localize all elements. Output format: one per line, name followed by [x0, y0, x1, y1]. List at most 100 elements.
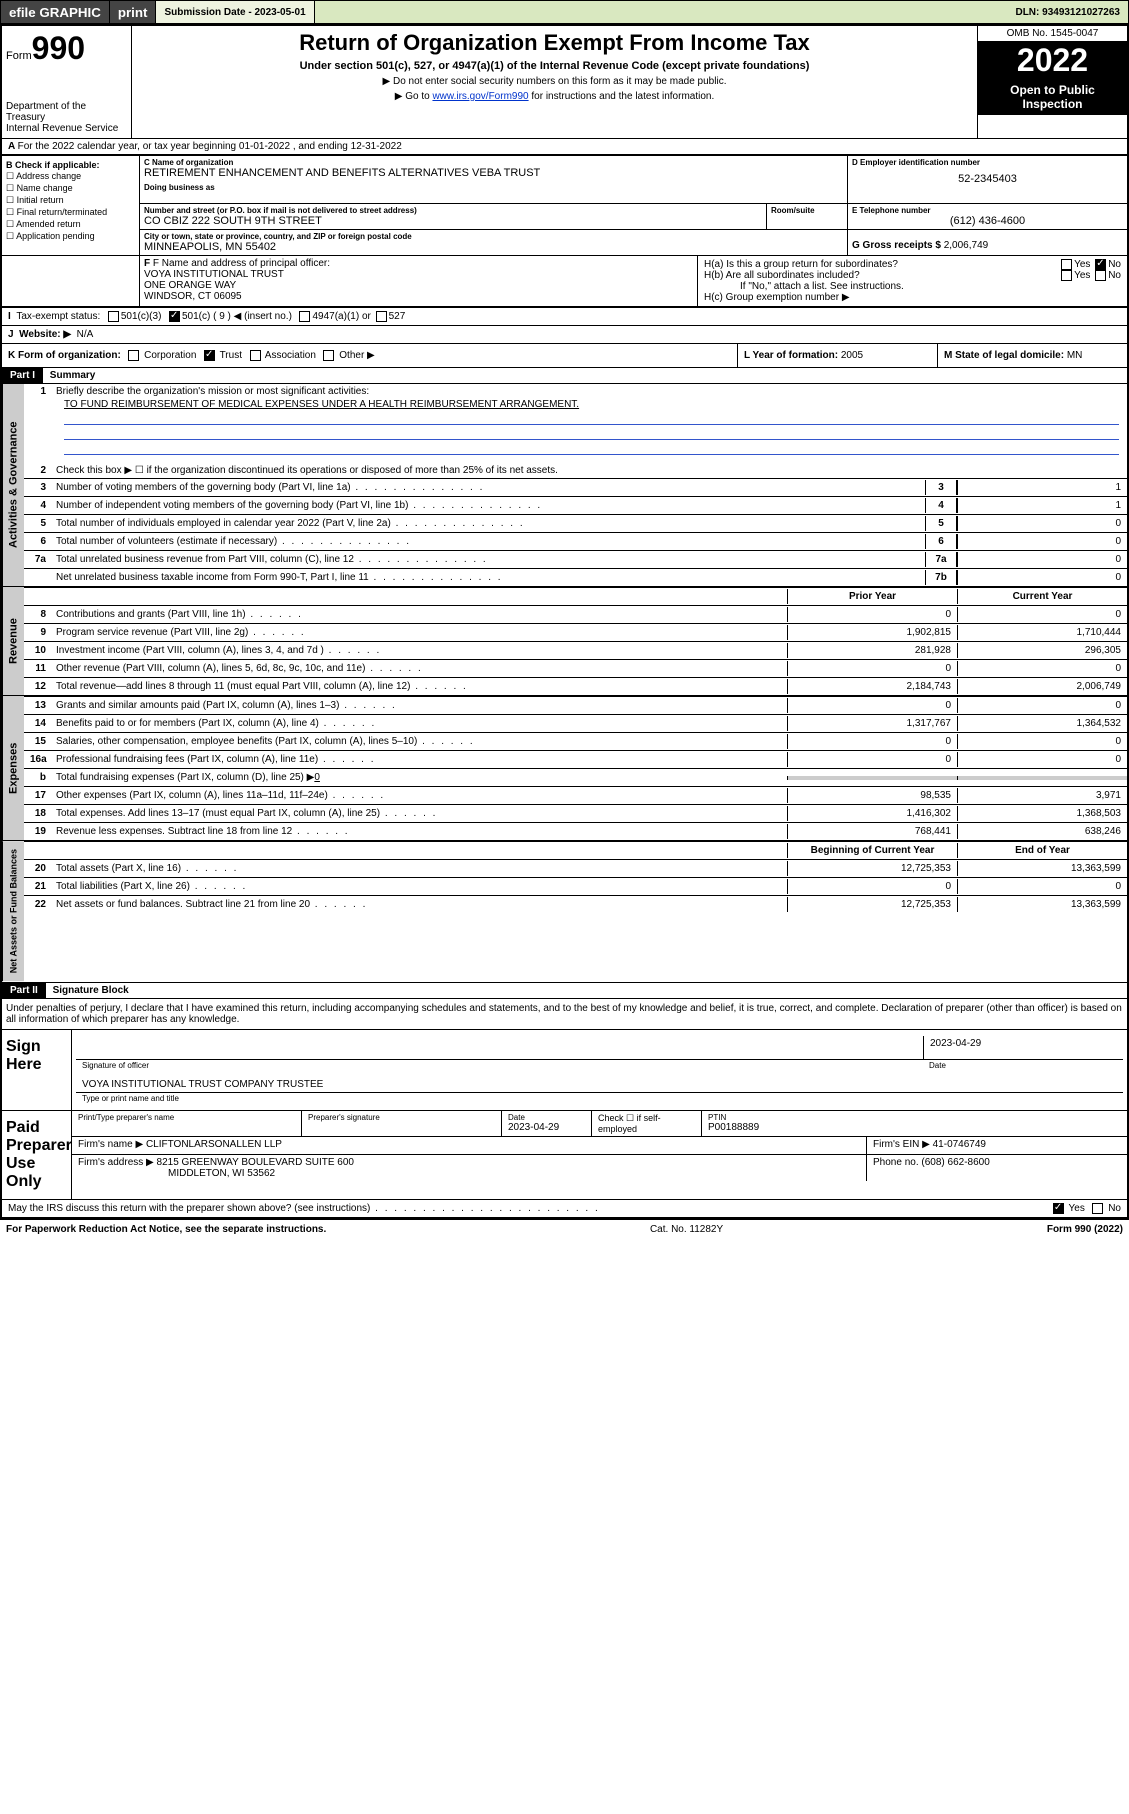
mission-area: TO FUND REIMBURSEMENT OF MEDICAL EXPENSE… [24, 399, 1127, 455]
hdr-curr: Current Year [957, 589, 1127, 604]
chk-name[interactable]: Name change [6, 183, 135, 194]
gray-cell [957, 776, 1127, 780]
hc: H(c) Group exemption number ▶ [704, 292, 1121, 303]
amt-row: 13 Grants and similar amounts paid (Part… [24, 696, 1127, 714]
sign-here-block: Sign Here 2023-04-29 Signature of office… [2, 1029, 1127, 1110]
amt-row: 11 Other revenue (Part VIII, column (A),… [24, 659, 1127, 677]
footer-right: Form 990 (2022) [1047, 1224, 1123, 1235]
part2-badge: Part II [2, 983, 46, 998]
c-addr: CO CBIZ 222 SOUTH 9TH STREET [144, 215, 762, 227]
row-desc: Total expenses. Add lines 13–17 (must eq… [52, 806, 787, 821]
chk-final[interactable]: Final return/terminated [6, 207, 135, 218]
form-header: Form990 Department of the Treasury Inter… [2, 26, 1127, 139]
form-title: Return of Organization Exempt From Incom… [140, 30, 969, 56]
col-b-hdr: B Check if applicable: [6, 160, 135, 170]
col-defg: D Employer identification number 52-2345… [847, 156, 1127, 255]
row-desc: Total number of volunteers (estimate if … [52, 534, 925, 549]
row-desc: Investment income (Part VIII, column (A)… [52, 643, 787, 658]
netassets-block: Net Assets or Fund Balances .Beginning o… [2, 840, 1127, 981]
ein-lbl: Firm's EIN ▶ [873, 1139, 930, 1150]
row-desc: Total revenue—add lines 8 through 11 (mu… [52, 679, 787, 694]
chk-amended[interactable]: Amended return [6, 219, 135, 230]
prior-val: 0 [787, 734, 957, 749]
box-h: H(a) Is this a group return for subordin… [697, 256, 1127, 306]
prior-val: 98,535 [787, 788, 957, 803]
row-desc: Grants and similar amounts paid (Part IX… [52, 698, 787, 713]
k-assoc[interactable] [250, 350, 261, 361]
row-val: 1 [957, 480, 1127, 495]
form990-link[interactable]: www.irs.gov/Form990 [432, 91, 528, 102]
efile-button[interactable]: efile GRAPHIC [1, 1, 110, 23]
i-501c[interactable] [169, 311, 180, 322]
prior-val: 281,928 [787, 643, 957, 658]
curr-val: 1,364,532 [957, 716, 1127, 731]
discuss-yes[interactable] [1053, 1203, 1064, 1214]
l1-desc: Briefly describe the organization's miss… [52, 384, 1127, 399]
row-desc: Total number of individuals employed in … [52, 516, 925, 531]
j-val: N/A [77, 329, 94, 340]
irs-label: Internal Revenue Service [6, 123, 127, 134]
row-desc: Contributions and grants (Part VIII, lin… [52, 607, 787, 622]
section-fh: F F Name and address of principal office… [2, 256, 1127, 307]
prior-val: 1,902,815 [787, 625, 957, 640]
amt-row: 17 Other expenses (Part IX, column (A), … [24, 786, 1127, 804]
print-button[interactable]: print [110, 1, 157, 23]
mission-text: TO FUND REIMBURSEMENT OF MEDICAL EXPENSE… [64, 399, 1119, 410]
f-l3: WINDSOR, CT 06095 [144, 291, 693, 302]
row-val: 1 [957, 498, 1127, 513]
hb-yes[interactable] [1061, 270, 1072, 281]
paid-preparer-block: Paid Preparer Use Only Print/Type prepar… [2, 1110, 1127, 1199]
i-501c3[interactable] [108, 311, 119, 322]
chk-initial[interactable]: Initial return [6, 195, 135, 206]
expenses-block: Expenses 13 Grants and similar amounts p… [2, 695, 1127, 840]
firm-name: CLIFTONLARSONALLEN LLP [146, 1139, 282, 1150]
row-desc: Total liabilities (Part X, line 26) [52, 879, 787, 894]
curr-val: 0 [957, 661, 1127, 676]
prior-val: 12,725,353 [787, 897, 957, 912]
pt-self[interactable]: Check ☐ if self-employed [592, 1111, 702, 1136]
row-desc: Revenue less expenses. Subtract line 18 … [52, 824, 787, 839]
blank-line [64, 428, 1119, 440]
sig-name-lbl: Type or print name and title [76, 1093, 1123, 1104]
k-other[interactable] [323, 350, 334, 361]
amt-row: 8 Contributions and grants (Part VIII, l… [24, 605, 1127, 623]
row-desc: Salaries, other compensation, employee b… [52, 734, 787, 749]
row-desc: Other revenue (Part VIII, column (A), li… [52, 661, 787, 676]
amt-row: 21 Total liabilities (Part X, line 26) 0… [24, 877, 1127, 895]
row-desc: Program service revenue (Part VIII, line… [52, 625, 787, 640]
chk-address[interactable]: Address change [6, 171, 135, 182]
curr-val: 13,363,599 [957, 861, 1127, 876]
row-desc: Total unrelated business revenue from Pa… [52, 552, 925, 567]
curr-val: 0 [957, 607, 1127, 622]
discuss-no[interactable] [1092, 1203, 1103, 1214]
f-l2: ONE ORANGE WAY [144, 280, 693, 291]
c-city-lbl: City or town, state or province, country… [144, 232, 843, 241]
ph-lbl: Phone no. [873, 1157, 919, 1168]
row-val: 0 [957, 552, 1127, 567]
pt-name-lbl: Print/Type preparer's name [78, 1113, 295, 1122]
amt-row: 19 Revenue less expenses. Subtract line … [24, 822, 1127, 840]
row-desc: Benefits paid to or for members (Part IX… [52, 716, 787, 731]
curr-val: 1,710,444 [957, 625, 1127, 640]
m-val: MN [1067, 350, 1083, 361]
i-4947[interactable] [299, 311, 310, 322]
header-center: Return of Organization Exempt From Incom… [132, 26, 977, 138]
dept-treasury: Department of the Treasury [6, 101, 127, 123]
ha-yes[interactable] [1061, 259, 1072, 270]
ha-no[interactable] [1095, 259, 1106, 270]
i-527[interactable] [376, 311, 387, 322]
amt-row: 22 Net assets or fund balances. Subtract… [24, 895, 1127, 913]
k-corp[interactable] [128, 350, 139, 361]
form-number: 990 [32, 30, 85, 66]
goto-post: for instructions and the latest informat… [529, 91, 715, 102]
top-toolbar: efile GRAPHIC print Submission Date - 20… [0, 0, 1129, 24]
sig-officer[interactable] [76, 1036, 923, 1059]
hb-note: If "No," attach a list. See instructions… [704, 281, 1121, 292]
chk-pending[interactable]: Application pending [6, 231, 135, 242]
hb-no[interactable] [1095, 270, 1106, 281]
prior-val: 0 [787, 879, 957, 894]
row-key: 6 [925, 534, 957, 549]
prior-val: 2,184,743 [787, 679, 957, 694]
k-trust[interactable] [204, 350, 215, 361]
firm-lbl: Firm's name ▶ [78, 1139, 143, 1150]
